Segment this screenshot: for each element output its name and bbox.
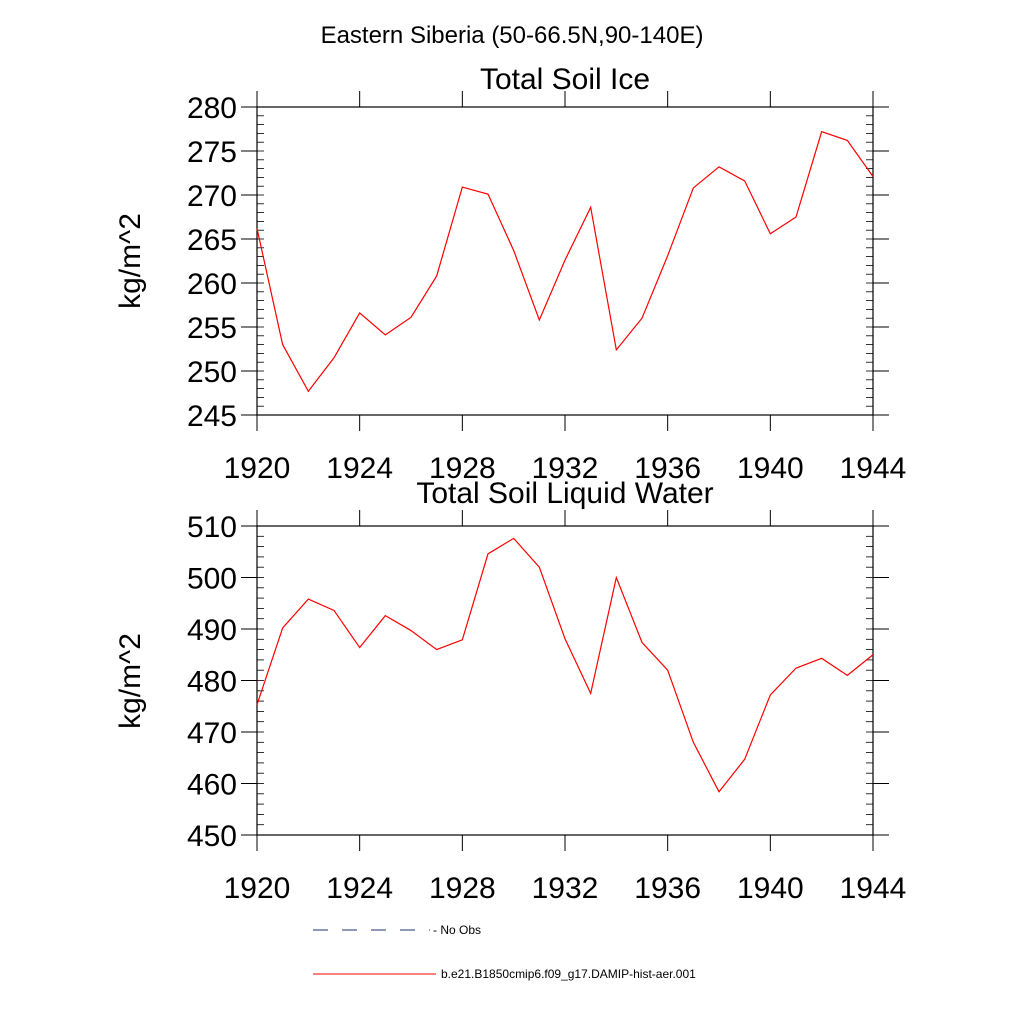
x-tick-label-soil-liquid-water: 1932 xyxy=(532,872,599,905)
y-axis-label-soil-ice: kg/m^2 xyxy=(114,213,147,309)
plot-frame-soil-liquid-water xyxy=(256,525,874,836)
y-tick-label-soil-liquid-water: 500 xyxy=(187,563,237,596)
y-tick-label-soil-ice: 275 xyxy=(187,136,237,169)
x-tick-label-soil-liquid-water: 1928 xyxy=(429,872,496,905)
y-tick-label-soil-liquid-water: 480 xyxy=(187,666,237,699)
y-tick-label-soil-ice: 270 xyxy=(187,180,237,213)
x-tick-label-soil-liquid-water: 1944 xyxy=(840,872,907,905)
x-tick-label-soil-ice: 1936 xyxy=(634,452,701,485)
y-tick-label-soil-liquid-water: 470 xyxy=(187,717,237,750)
legend-label-model-run: b.e21.B1850cmip6.f09_g17.DAMIP-hist-aer.… xyxy=(441,967,696,981)
x-tick-label-soil-ice: 1932 xyxy=(532,452,599,485)
x-tick-label-soil-ice: 1920 xyxy=(224,452,291,485)
y-tick-label-soil-ice: 245 xyxy=(187,400,237,433)
y-tick-label-soil-liquid-water: 460 xyxy=(187,769,237,802)
x-tick-label-soil-liquid-water: 1924 xyxy=(326,872,393,905)
x-tick-label-soil-ice: 1944 xyxy=(840,452,907,485)
panel-total-soil-liquid-water: Total Soil Liquid Water kg/m^2 1920 1924 1… xyxy=(114,477,906,905)
y-tick-label-soil-liquid-water: 490 xyxy=(187,614,237,647)
series-line-soil-ice xyxy=(256,130,874,393)
figure-suptitle: Eastern Siberia (50-66.5N,90-140E) xyxy=(321,22,704,49)
y-tick-label-soil-ice: 265 xyxy=(187,224,237,257)
x-tick-label-soil-liquid-water: 1940 xyxy=(737,872,804,905)
x-tick-label-soil-ice: 1940 xyxy=(737,452,804,485)
legend-label-no-obs: - No Obs xyxy=(433,923,481,937)
y-tick-label-soil-ice: 280 xyxy=(187,92,237,125)
y-tick-label-soil-liquid-water: 510 xyxy=(187,511,237,544)
panel-title-soil-ice: Total Soil Ice xyxy=(480,63,650,96)
panel-total-soil-ice: Total Soil Ice kg/m^2 1920 1924 1928 1932 19… xyxy=(114,63,906,485)
y-tick-label-soil-ice: 255 xyxy=(187,312,237,345)
y-tick-label-soil-ice: 250 xyxy=(187,356,237,389)
x-tick-label-soil-ice: 1928 xyxy=(429,452,496,485)
x-tick-label-soil-liquid-water: 1936 xyxy=(634,872,701,905)
x-tick-label-soil-ice: 1924 xyxy=(326,452,393,485)
panel-title-soil-liquid-water: Total Soil Liquid Water xyxy=(416,477,713,510)
y-axis-label-soil-liquid-water: kg/m^2 xyxy=(114,633,147,729)
y-tick-label-soil-liquid-water: 450 xyxy=(187,820,237,853)
series-line-soil-liquid-water xyxy=(256,537,874,793)
y-tick-label-soil-ice: 260 xyxy=(187,268,237,301)
x-tick-label-soil-liquid-water: 1920 xyxy=(224,872,291,905)
legend: - No Obs b.e21.B1850cmip6.f09_g17.DAMIP-… xyxy=(313,923,696,981)
